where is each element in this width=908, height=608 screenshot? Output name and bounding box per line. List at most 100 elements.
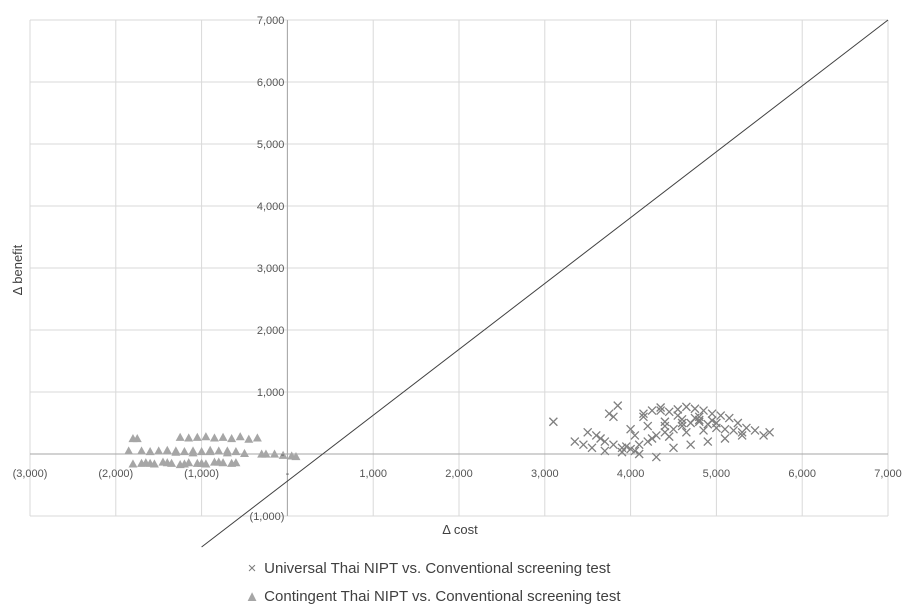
x-tick-label: 3,000 xyxy=(531,468,559,480)
data-point-x xyxy=(681,402,691,412)
data-point-triangle xyxy=(209,433,219,442)
data-point-triangle xyxy=(231,447,241,456)
legend-label-universal: Universal Thai NIPT vs. Conventional scr… xyxy=(264,560,611,577)
data-point-x xyxy=(737,430,747,440)
data-point-triangle xyxy=(179,447,189,456)
threshold-line xyxy=(201,19,889,548)
data-point-triangle xyxy=(145,447,155,456)
data-point-x xyxy=(578,440,588,450)
data-point-triangle xyxy=(192,432,202,441)
data-point-x xyxy=(656,403,666,412)
x-tick-label: 2,000 xyxy=(445,468,473,480)
data-point-triangle xyxy=(132,434,142,443)
data-point-x xyxy=(759,430,769,440)
data-point-x xyxy=(617,447,627,457)
data-point-x xyxy=(765,427,775,437)
x-tick-label: 6,000 xyxy=(788,468,816,480)
data-point-x xyxy=(737,427,747,437)
data-point-x xyxy=(711,418,721,428)
data-point-triangle xyxy=(124,446,134,455)
data-point-triangle xyxy=(145,458,155,467)
x-tick-label: (1,000) xyxy=(184,468,219,480)
data-point-triangle xyxy=(214,446,224,455)
data-point-triangle xyxy=(197,447,207,456)
x-tick-label: 4,000 xyxy=(617,468,645,480)
data-point-x xyxy=(604,409,614,419)
x-marker-icon: × xyxy=(247,560,257,577)
data-point-x xyxy=(664,432,674,442)
data-point-x xyxy=(626,444,636,454)
data-point-x xyxy=(651,452,661,462)
data-point-x xyxy=(690,404,700,414)
tick-labels: (3,000) (2,000) (1,000) - 1,000 2,000 3,000 4,0… xyxy=(13,15,902,523)
data-point-x xyxy=(707,416,717,425)
data-point-x xyxy=(677,418,687,428)
data-point-x xyxy=(686,440,696,450)
data-point-x xyxy=(750,425,760,435)
data-point-x xyxy=(720,424,730,434)
data-point-triangle xyxy=(171,447,181,456)
data-point-triangle xyxy=(201,432,211,441)
data-point-x xyxy=(720,434,730,443)
legend-label-contingent: Contingent Thai NIPT vs. Conventional sc… xyxy=(264,588,621,605)
y-tick-label: 2,000 xyxy=(257,325,285,337)
data-point-triangle xyxy=(218,432,228,441)
legend-item-universal: × Universal Thai NIPT vs. Conventional s… xyxy=(244,560,611,577)
y-tick-label: 5,000 xyxy=(257,139,285,151)
y-tick-label: 7,000 xyxy=(257,15,285,27)
legend-item-contingent: ▲ Contingent Thai NIPT vs. Conventional … xyxy=(244,588,621,605)
y-tick-label: 4,000 xyxy=(257,201,285,213)
data-point-triangle xyxy=(227,434,237,443)
data-point-x xyxy=(548,417,558,427)
data-point-triangle xyxy=(175,432,185,441)
x-tick-label: (3,000) xyxy=(13,468,48,480)
data-point-triangle xyxy=(291,451,301,461)
data-point-triangle xyxy=(240,448,249,457)
data-point-x xyxy=(639,412,648,422)
data-point-x xyxy=(681,427,691,437)
data-point-x xyxy=(600,437,610,447)
data-point-x xyxy=(690,413,700,423)
x-axis-title: Δ cost xyxy=(442,522,478,537)
data-point-triangle xyxy=(162,445,172,454)
data-point-triangle xyxy=(197,458,207,467)
data-point-triangle xyxy=(184,433,194,442)
x-tick-label: - xyxy=(286,468,290,480)
triangle-marker-icon: ▲ xyxy=(244,588,260,605)
data-point-x xyxy=(707,409,717,419)
y-tick-label: 3,000 xyxy=(257,263,285,275)
data-point-x xyxy=(673,411,683,421)
data-point-x xyxy=(729,425,739,435)
y-tick-label: 6,000 xyxy=(257,77,285,89)
series-contingent xyxy=(124,432,301,469)
data-point-x xyxy=(669,443,678,453)
data-point-x xyxy=(660,421,670,431)
y-tick-label: 1,000 xyxy=(257,387,285,399)
data-point-x xyxy=(664,407,674,417)
data-point-triangle xyxy=(137,446,147,455)
data-point-x xyxy=(613,401,623,411)
data-point-x xyxy=(724,413,734,423)
data-point-x xyxy=(630,430,640,440)
data-point-x xyxy=(608,440,618,450)
data-point-x xyxy=(733,418,743,428)
data-point-x xyxy=(634,449,644,459)
data-point-x xyxy=(699,425,708,435)
data-point-x xyxy=(587,443,597,453)
data-point-x xyxy=(626,424,636,434)
data-point-x xyxy=(639,409,648,419)
data-point-x xyxy=(669,424,678,434)
data-point-x xyxy=(703,437,713,447)
data-point-triangle xyxy=(278,450,288,459)
data-point-triangle xyxy=(154,446,164,455)
data-point-triangle xyxy=(244,434,254,443)
data-point-x xyxy=(583,427,593,437)
data-point-x xyxy=(634,440,644,450)
data-point-x xyxy=(617,443,627,453)
data-point-x xyxy=(699,406,708,416)
data-point-x xyxy=(647,406,657,416)
x-tick-label: 7,000 xyxy=(874,468,902,480)
x-tick-label: 5,000 xyxy=(703,468,731,480)
data-point-triangle xyxy=(270,449,280,458)
y-axis-title: Δ benefit xyxy=(10,244,25,295)
